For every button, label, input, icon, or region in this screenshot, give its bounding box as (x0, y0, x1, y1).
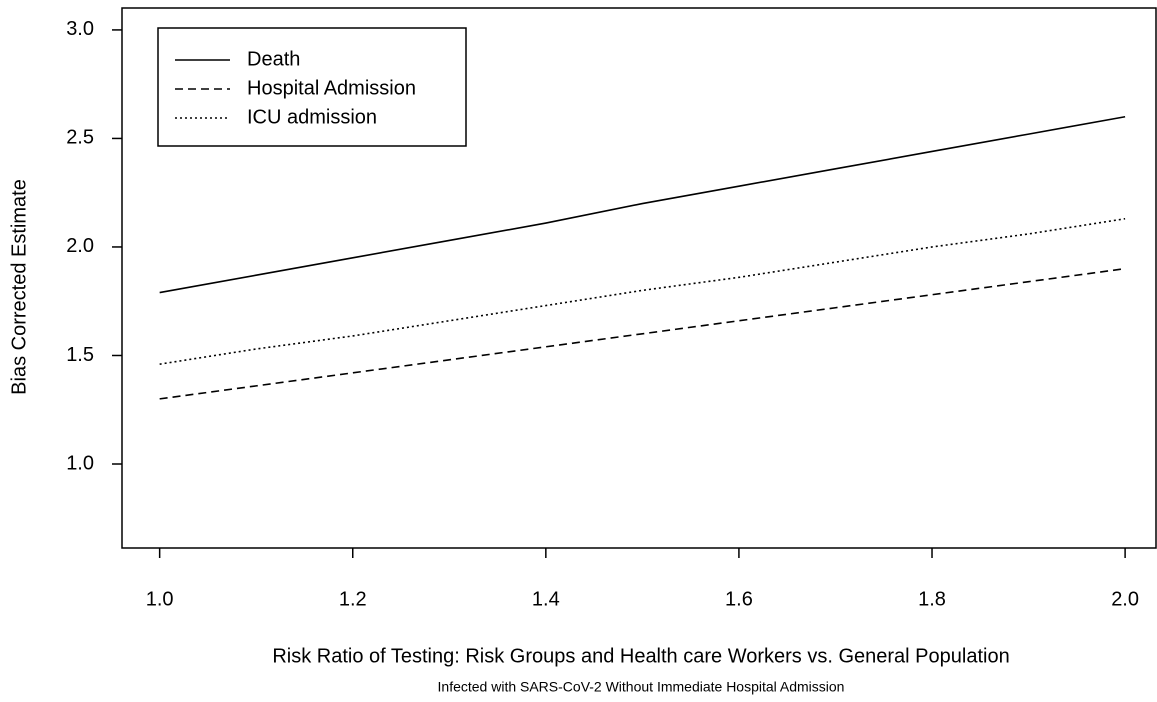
subtitle: Infected with SARS-CoV-2 Without Immedia… (438, 679, 845, 695)
plot-frame (121, 7, 1157, 549)
x-tick-label: 1.0 (146, 588, 174, 610)
x-tick-label: 2.0 (1111, 588, 1139, 610)
x-tick-label: 1.4 (532, 588, 560, 610)
y-tick-label: 1.0 (66, 452, 94, 474)
legend-box (157, 27, 467, 147)
series-line (159, 115, 1126, 294)
y-axis-title: Bias Corrected Estimate (8, 179, 30, 395)
legend-label: Hospital Admission (247, 77, 416, 99)
y-tick-label: 2.0 (66, 235, 94, 257)
series-line (159, 217, 1126, 365)
y-tick-label: 1.5 (66, 344, 94, 366)
y-tick-label: 2.5 (66, 127, 94, 149)
legend-label: ICU admission (247, 106, 377, 128)
series-line (159, 267, 1126, 400)
legend-label: Death (247, 48, 300, 70)
x-tick-label: 1.2 (339, 588, 367, 610)
x-tick-label: 1.8 (918, 588, 946, 610)
y-tick-label: 3.0 (66, 18, 94, 40)
x-tick-label: 1.6 (725, 588, 753, 610)
x-axis-title: Risk Ratio of Testing: Risk Groups and H… (272, 645, 1009, 667)
